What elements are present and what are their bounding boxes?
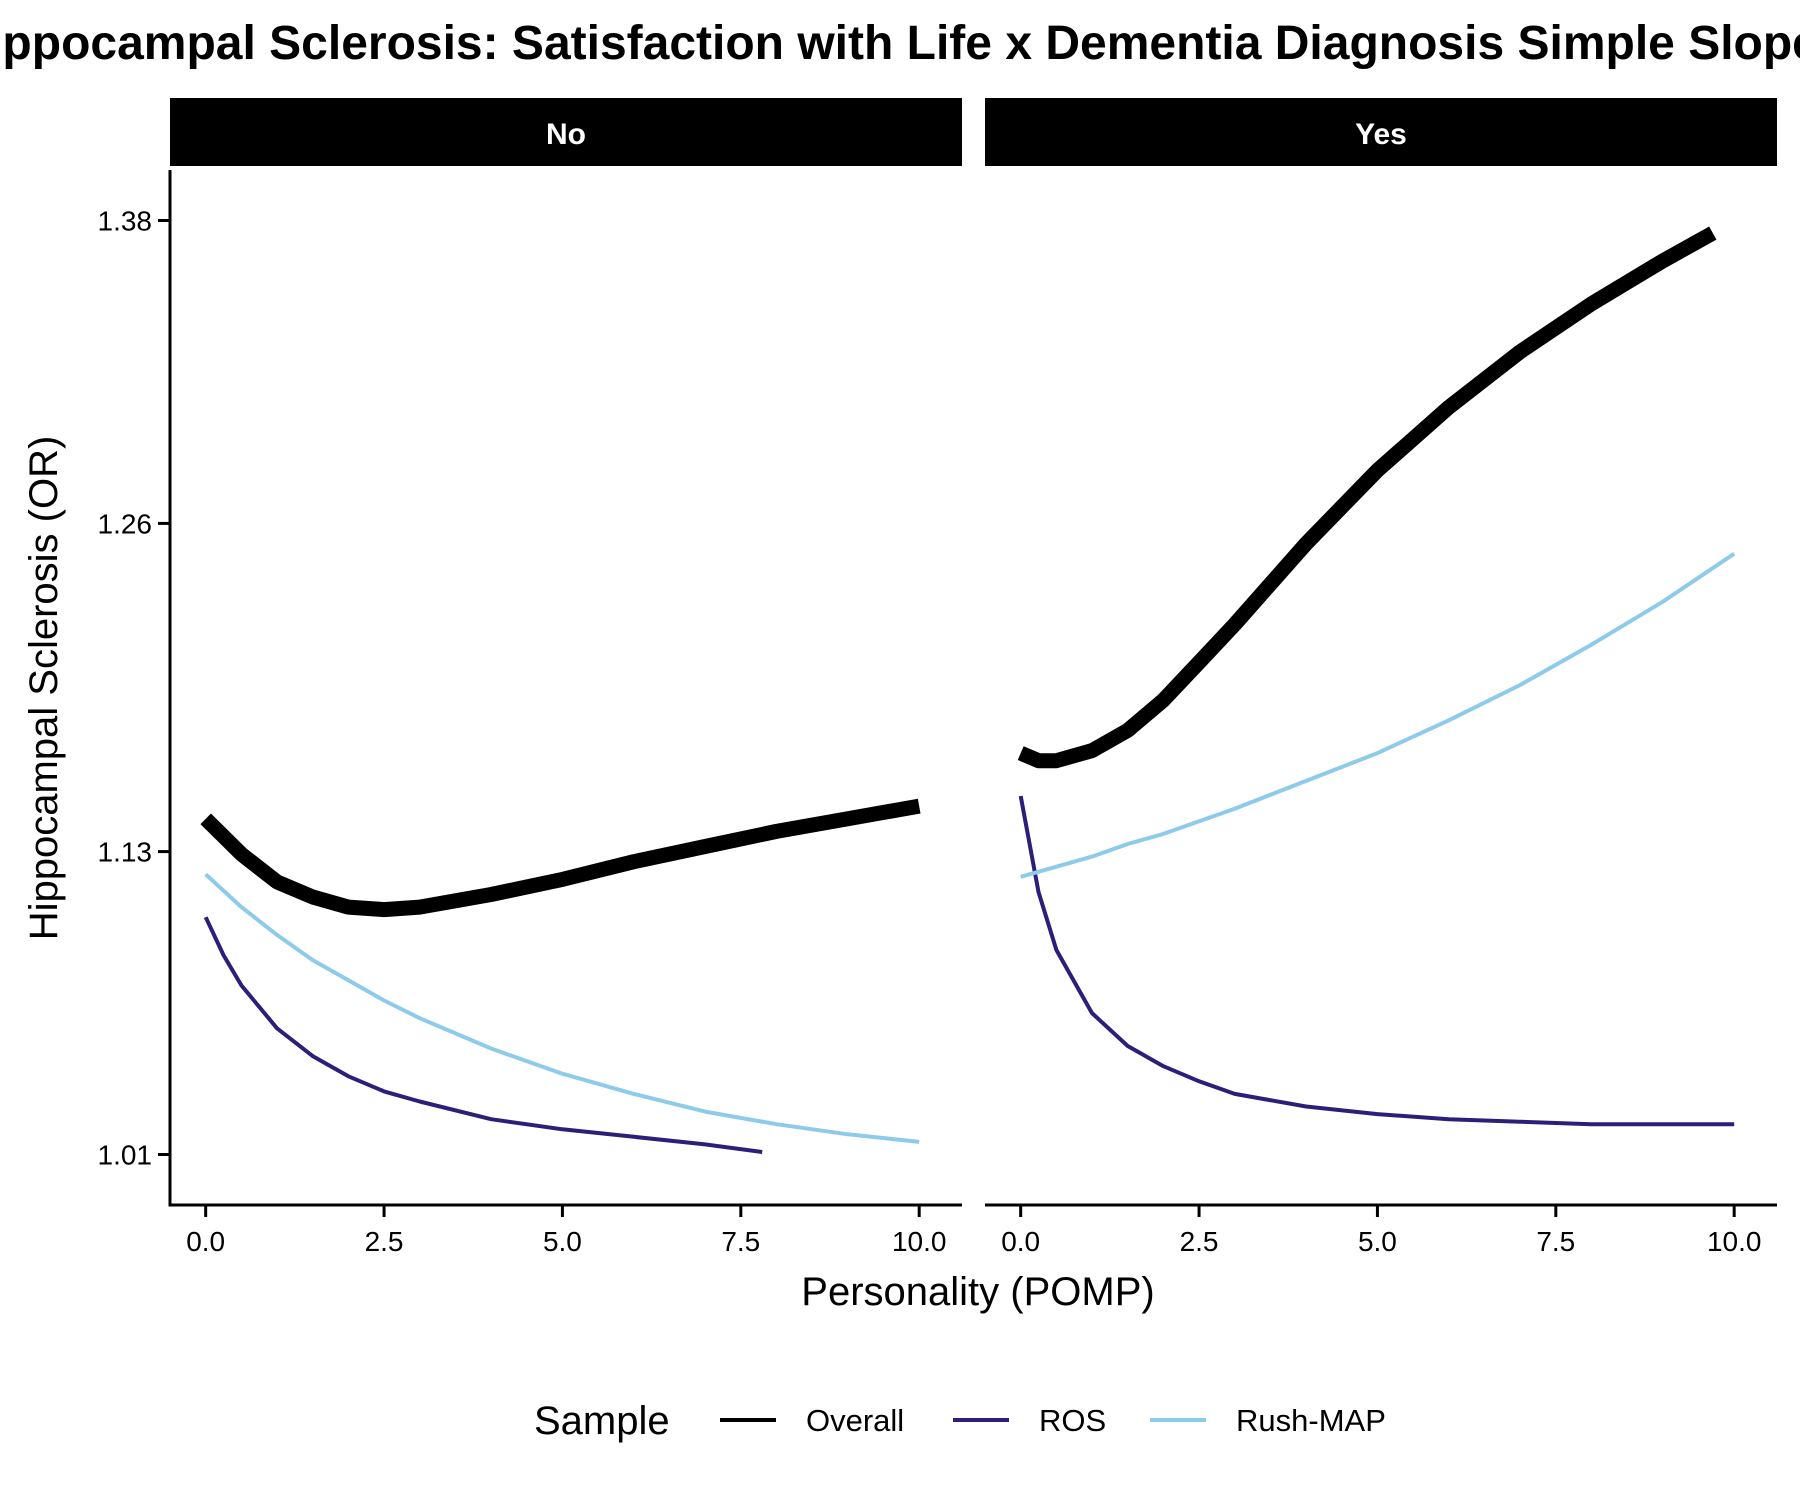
y-tick-label: 1.38 — [98, 205, 153, 236]
facet-strip — [170, 98, 962, 166]
x-axis-title: Personality (POMP) — [801, 1270, 1154, 1314]
series-line-overall — [200, 798, 921, 918]
series-line-ros — [1018, 795, 1735, 1127]
x-tick-label: 2.5 — [1180, 1226, 1219, 1257]
x-tick-label: 7.5 — [721, 1226, 760, 1257]
legend-label-rush-map: Rush-MAP — [1236, 1403, 1386, 1438]
series-line-ros — [203, 916, 763, 1154]
chart-title: Hippocampal Sclerosis: Satisfaction with… — [0, 17, 1800, 70]
facet-strip-label: Yes — [1355, 118, 1407, 151]
y-axis: 1.01 1.13 1.26 1.38 — [98, 170, 172, 1207]
x-tick-label: 0.0 — [186, 1226, 225, 1257]
series-line-rush-map — [204, 872, 920, 1144]
x-tick-label: 7.5 — [1536, 1226, 1575, 1257]
y-axis-title: Hippocampal Sclerosis (OR) — [22, 436, 66, 941]
y-tick-label: 1.01 — [98, 1140, 153, 1171]
facet-strip-label: No — [546, 118, 586, 151]
x-tick-label: 0.0 — [1001, 1226, 1040, 1257]
x-tick-label: 10.0 — [1707, 1226, 1762, 1257]
facet-panels: No 0.0 2.5 5.0 7.5 10.0 Yes 0.0 2.5 5.0 7.5 10.0 — [170, 98, 1777, 1257]
legend: Sample Overall ROS Rush-MAP — [534, 1399, 1386, 1443]
series-line-rush-map — [1020, 552, 1736, 879]
legend-label-ros: ROS — [1039, 1403, 1106, 1438]
series-line-overall — [1017, 226, 1717, 769]
facet-panel-no: No 0.0 2.5 5.0 7.5 10.0 — [170, 98, 962, 1257]
x-tick-label: 5.0 — [1358, 1226, 1397, 1257]
x-tick-label: 2.5 — [365, 1226, 404, 1257]
legend-label-overall: Overall — [806, 1403, 904, 1438]
y-tick-label: 1.26 — [98, 508, 153, 539]
y-tick-label: 1.13 — [98, 837, 153, 868]
facet-strip — [985, 98, 1777, 166]
legend-title: Sample — [534, 1399, 670, 1443]
x-tick-label: 10.0 — [892, 1226, 947, 1257]
facet-panel-yes: Yes 0.0 2.5 5.0 7.5 10.0 — [985, 98, 1777, 1257]
x-tick-label: 5.0 — [543, 1226, 582, 1257]
